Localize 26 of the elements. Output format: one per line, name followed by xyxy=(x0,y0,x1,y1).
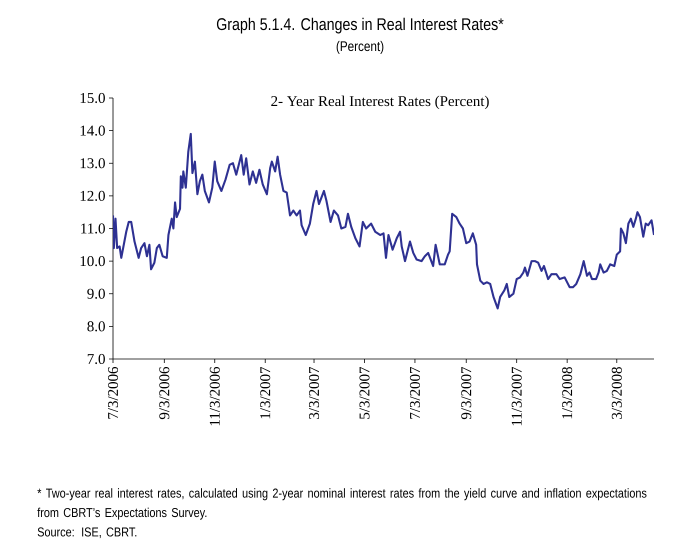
x-tick-label: 1/3/2007 xyxy=(260,366,270,418)
chart-subtitle: (Percent) xyxy=(336,40,384,54)
x-tick-label: 1/3/2008 xyxy=(562,367,572,418)
x-tick-label: 3/3/2007 xyxy=(308,366,320,419)
y-tick-label: 15.0 xyxy=(80,92,105,104)
y-tick-label: 11.0 xyxy=(81,223,105,234)
y-tick-label: 13.0 xyxy=(80,158,105,168)
x-tick-label: 5/3/2007 xyxy=(359,366,370,419)
y-tick-label: 10.0 xyxy=(80,256,105,266)
line-series xyxy=(113,132,654,310)
x-tick-label: 3/3/2008 xyxy=(612,367,622,419)
x-tick-label: 9/3/2006 xyxy=(159,366,170,420)
y-tick-label: 8.0 xyxy=(87,321,105,332)
x-tick-label: 9/3/2007 xyxy=(461,366,472,420)
chart-title: Graph 5.1.4. Changes in Real Interest Rates* xyxy=(216,18,504,34)
y-tick-label: 7.0 xyxy=(88,354,105,364)
y-tick-label: 14.0 xyxy=(80,126,105,136)
annotation: 2- Year Real Interest Rates (Percent) xyxy=(271,96,489,110)
x-tick-label: 7/3/2006 xyxy=(108,366,118,419)
x-tick-label: 11/3/2007 xyxy=(512,366,522,426)
text: * Two-year real interest rates, calculated using 2-year nominal interest rates from the yield curve and inflation expectations from CBRT’s Expectations Survey. xyxy=(37,488,646,520)
x-tick-label: 11/3/2006 xyxy=(210,366,220,426)
source-note: Source: ISE, CBRT. xyxy=(38,527,136,538)
y-tick-label: 12.0 xyxy=(80,190,105,201)
y-tick-label: 9.0 xyxy=(87,288,105,299)
x-tick-label: 7/3/2007 xyxy=(410,366,420,419)
